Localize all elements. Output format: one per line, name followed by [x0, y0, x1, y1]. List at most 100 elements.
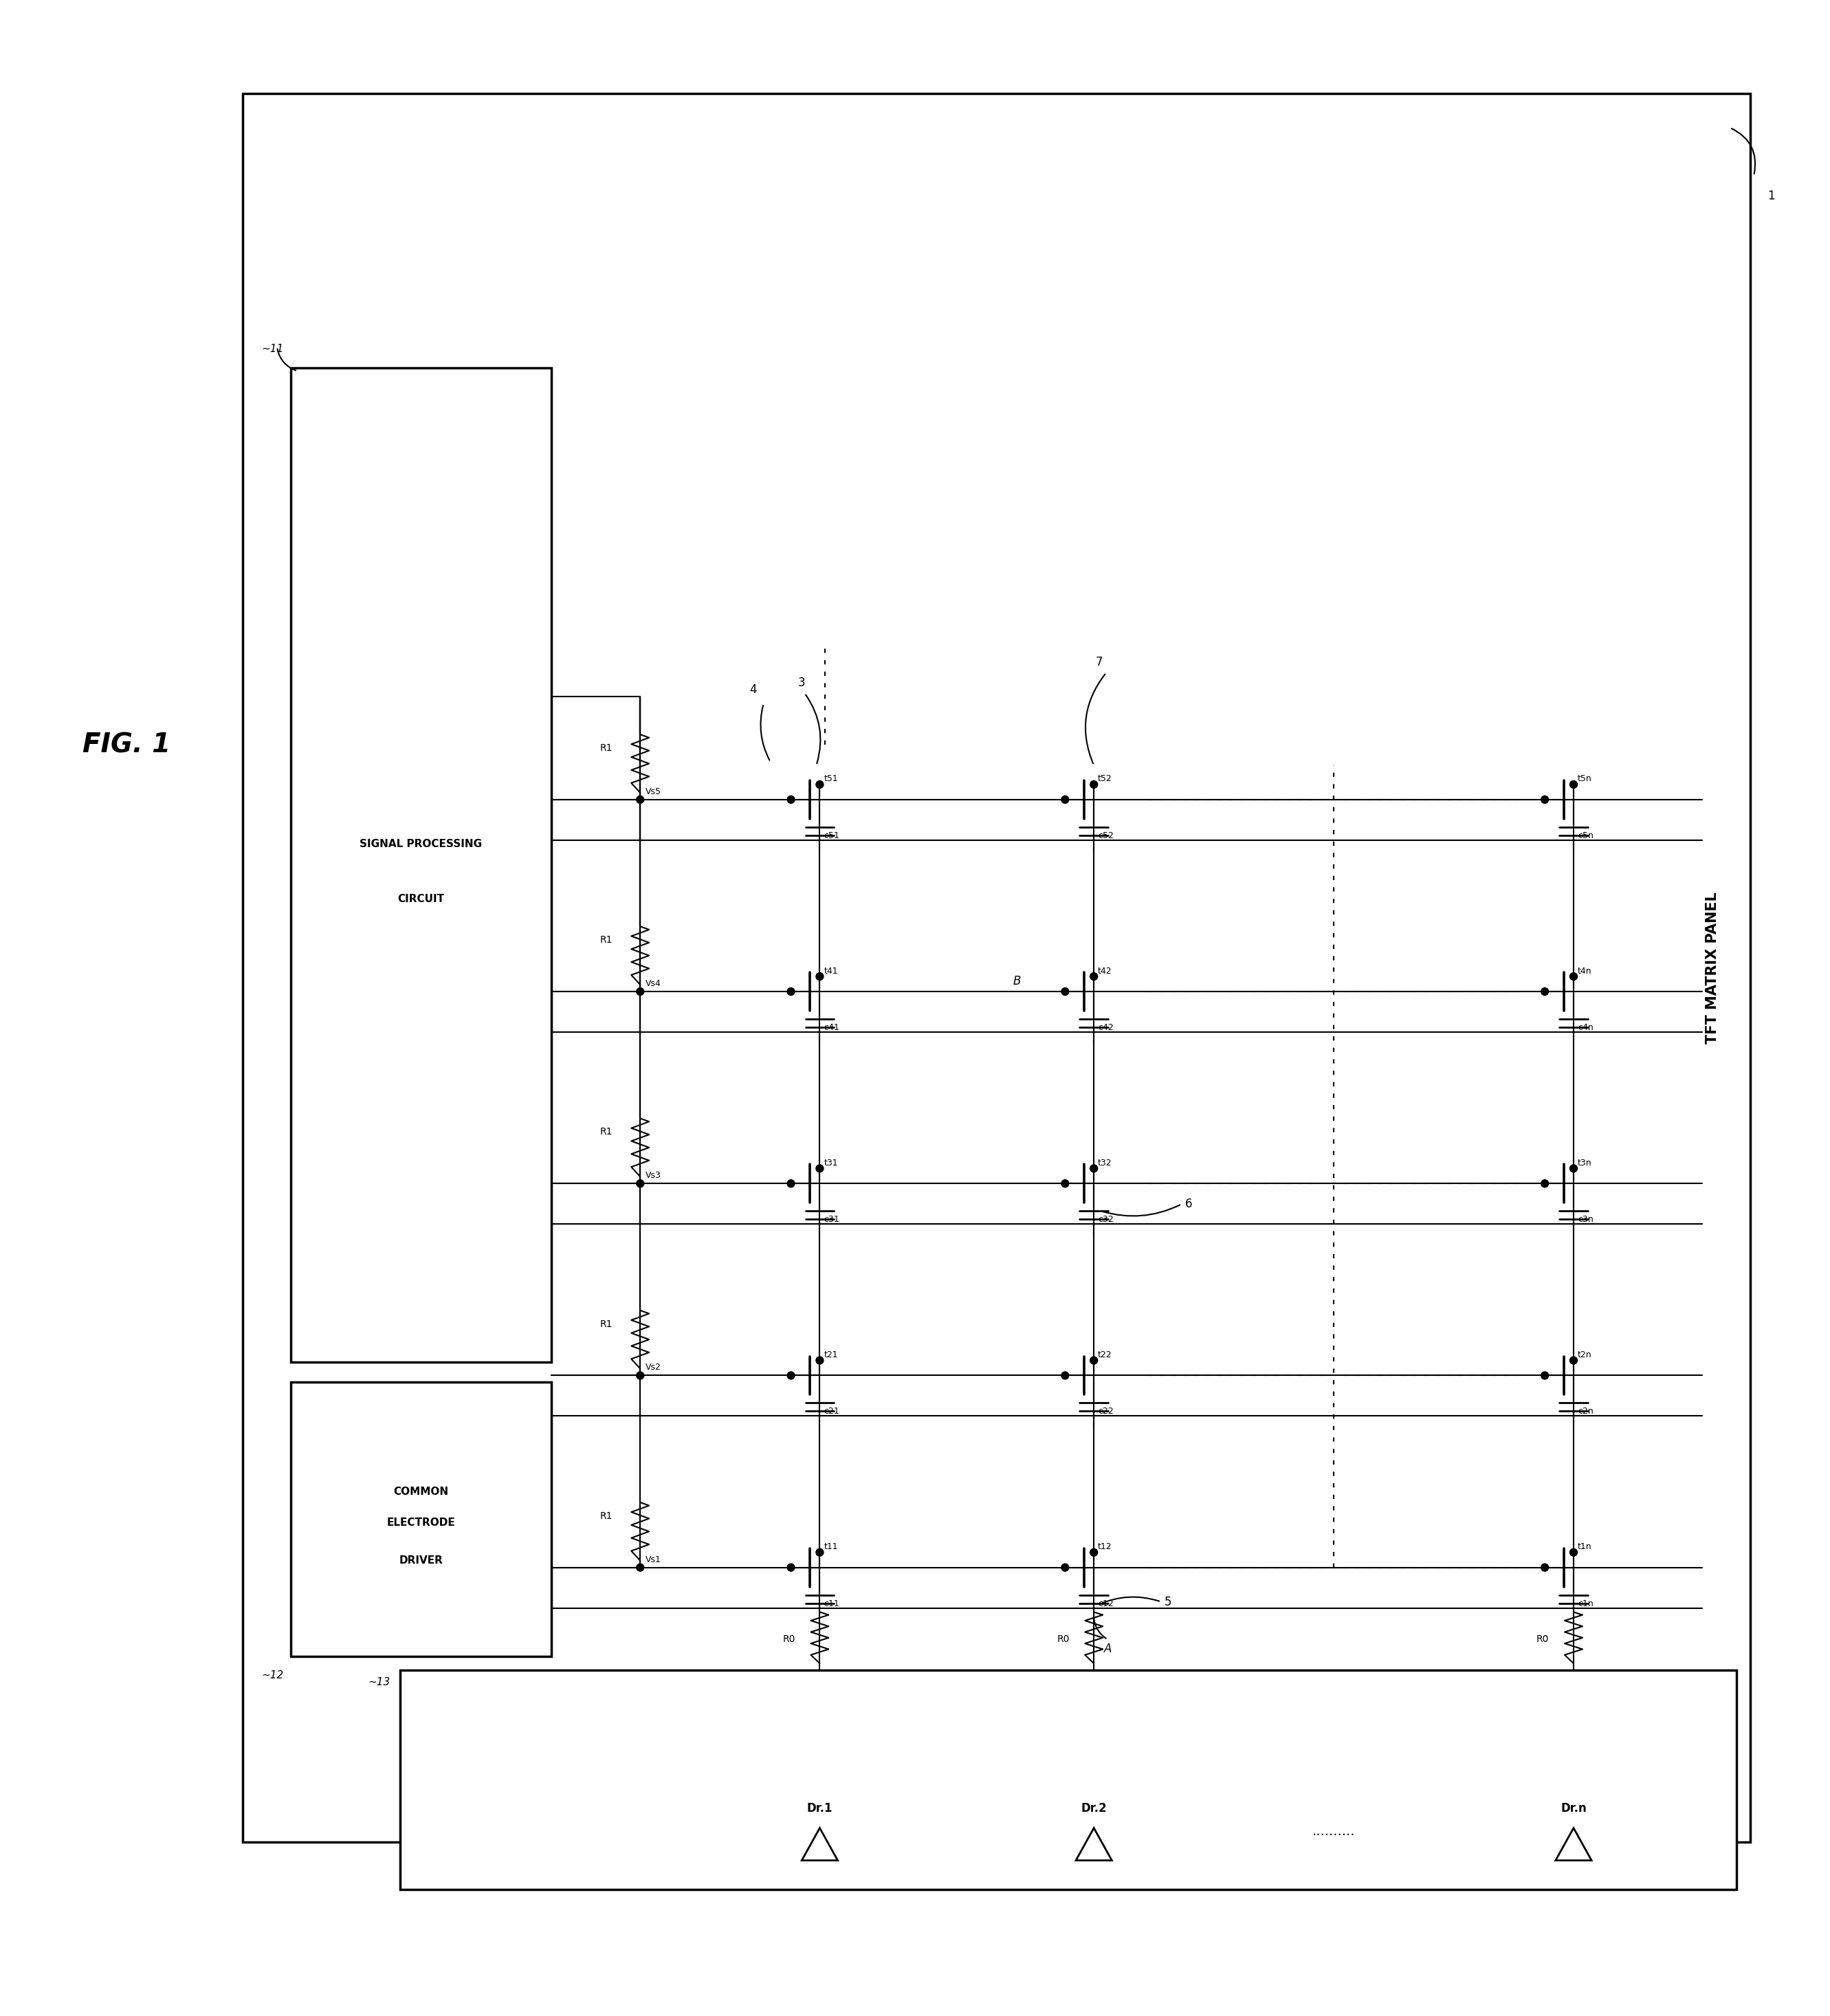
Circle shape [1091, 972, 1098, 980]
Circle shape [637, 796, 644, 802]
Text: COMMON: COMMON [393, 1488, 448, 1498]
Circle shape [816, 1165, 824, 1171]
Circle shape [787, 1371, 794, 1379]
Text: t52: t52 [1098, 774, 1113, 784]
Text: ~13: ~13 [368, 1677, 390, 1687]
Text: 7: 7 [1096, 657, 1103, 669]
Text: c4n: c4n [1577, 1022, 1594, 1032]
Circle shape [1570, 1548, 1577, 1556]
Circle shape [816, 972, 824, 980]
Text: R1: R1 [600, 1318, 613, 1329]
Circle shape [1061, 1179, 1069, 1187]
Text: B: B [1014, 976, 1021, 988]
Text: Dr.1: Dr.1 [807, 1802, 833, 1814]
Circle shape [1541, 796, 1548, 802]
Text: t4n: t4n [1577, 966, 1592, 976]
Text: c22: c22 [1098, 1407, 1114, 1415]
Text: c21: c21 [824, 1407, 840, 1415]
Circle shape [1061, 1371, 1069, 1379]
Circle shape [637, 1371, 644, 1379]
Circle shape [787, 988, 794, 996]
Text: c41: c41 [824, 1022, 840, 1032]
Circle shape [1091, 1548, 1098, 1556]
Text: 4: 4 [750, 683, 758, 696]
Bar [401, 1671, 1737, 1889]
Text: c42: c42 [1098, 1022, 1114, 1032]
Text: R1: R1 [600, 935, 613, 946]
Text: R0: R0 [1537, 1635, 1548, 1645]
Circle shape [1541, 988, 1548, 996]
Text: R1: R1 [600, 744, 613, 752]
Text: c12: c12 [1098, 1599, 1114, 1609]
Text: c1n: c1n [1577, 1599, 1594, 1609]
Text: c51: c51 [824, 831, 840, 841]
Circle shape [787, 1179, 794, 1187]
Circle shape [816, 780, 824, 788]
Text: Vs1: Vs1 [646, 1554, 661, 1564]
Text: c3n: c3n [1577, 1216, 1594, 1224]
Circle shape [787, 1564, 794, 1570]
Text: t5n: t5n [1577, 774, 1592, 784]
Text: 1: 1 [1768, 190, 1775, 202]
Text: ELECTRODE: ELECTRODE [386, 1518, 456, 1528]
Circle shape [1541, 1179, 1548, 1187]
Circle shape [787, 796, 794, 802]
Text: Dr.2: Dr.2 [1082, 1802, 1107, 1814]
Circle shape [1570, 1357, 1577, 1365]
Text: R1: R1 [600, 1512, 613, 1520]
Text: 5: 5 [1164, 1595, 1171, 1609]
Text: R0: R0 [783, 1635, 796, 1645]
Text: t21: t21 [824, 1351, 838, 1359]
Text: Vs4: Vs4 [646, 980, 661, 988]
Text: FIG. 1: FIG. 1 [82, 732, 170, 758]
Bar [243, 93, 1749, 1843]
Text: 6: 6 [1184, 1198, 1191, 1210]
Circle shape [637, 1179, 644, 1187]
Text: t2n: t2n [1577, 1351, 1592, 1359]
Text: c11: c11 [824, 1599, 840, 1609]
Bar [291, 1383, 551, 1657]
Circle shape [816, 1357, 824, 1365]
Text: c52: c52 [1098, 831, 1114, 841]
Text: t1n: t1n [1577, 1542, 1592, 1552]
Text: t42: t42 [1098, 966, 1113, 976]
Circle shape [816, 1548, 824, 1556]
Text: Vs5: Vs5 [646, 786, 661, 796]
Circle shape [1061, 796, 1069, 802]
Text: CIRCUIT: CIRCUIT [397, 893, 445, 903]
Circle shape [1570, 1165, 1577, 1171]
Circle shape [1091, 1357, 1098, 1365]
Text: A: A [1103, 1643, 1113, 1655]
Text: DRIVER: DRIVER [399, 1556, 443, 1566]
Text: R0: R0 [1056, 1635, 1069, 1645]
Text: R1: R1 [600, 1127, 613, 1137]
Text: Vs3: Vs3 [646, 1171, 661, 1179]
Text: t32: t32 [1098, 1159, 1113, 1167]
Text: TFT MATRIX PANEL: TFT MATRIX PANEL [1706, 891, 1720, 1044]
Bar [291, 367, 551, 1361]
Circle shape [1541, 1371, 1548, 1379]
Circle shape [1541, 1564, 1548, 1570]
Text: t12: t12 [1098, 1542, 1113, 1552]
Text: Vs2: Vs2 [646, 1363, 661, 1373]
Text: c32: c32 [1098, 1216, 1114, 1224]
Text: 3: 3 [798, 677, 805, 689]
Text: ~11: ~11 [262, 343, 284, 355]
Circle shape [1091, 780, 1098, 788]
Text: ~12: ~12 [262, 1671, 284, 1681]
Text: t22: t22 [1098, 1351, 1113, 1359]
Text: t31: t31 [824, 1159, 838, 1167]
Circle shape [1061, 1564, 1069, 1570]
Circle shape [637, 988, 644, 996]
Circle shape [1570, 972, 1577, 980]
Text: ..........: .......... [1312, 1824, 1356, 1839]
Text: t51: t51 [824, 774, 838, 784]
Text: c2n: c2n [1577, 1407, 1594, 1415]
Text: t41: t41 [824, 966, 838, 976]
Text: t11: t11 [824, 1542, 838, 1552]
Circle shape [637, 1564, 644, 1570]
Text: Dr.n: Dr.n [1561, 1802, 1587, 1814]
Circle shape [1061, 988, 1069, 996]
Circle shape [1570, 780, 1577, 788]
Text: t3n: t3n [1577, 1159, 1592, 1167]
